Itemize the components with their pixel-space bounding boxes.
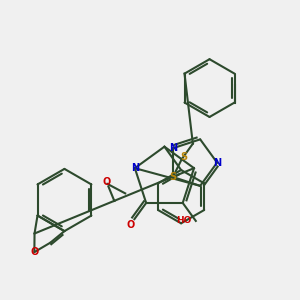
- Text: N: N: [131, 163, 139, 173]
- Text: O: O: [103, 177, 111, 187]
- Text: S: S: [180, 152, 188, 162]
- Text: S: S: [169, 172, 176, 182]
- Text: O: O: [30, 247, 38, 257]
- Text: O: O: [126, 220, 135, 230]
- Text: N: N: [213, 158, 221, 168]
- Text: N: N: [169, 143, 177, 153]
- Text: HO: HO: [176, 216, 191, 225]
